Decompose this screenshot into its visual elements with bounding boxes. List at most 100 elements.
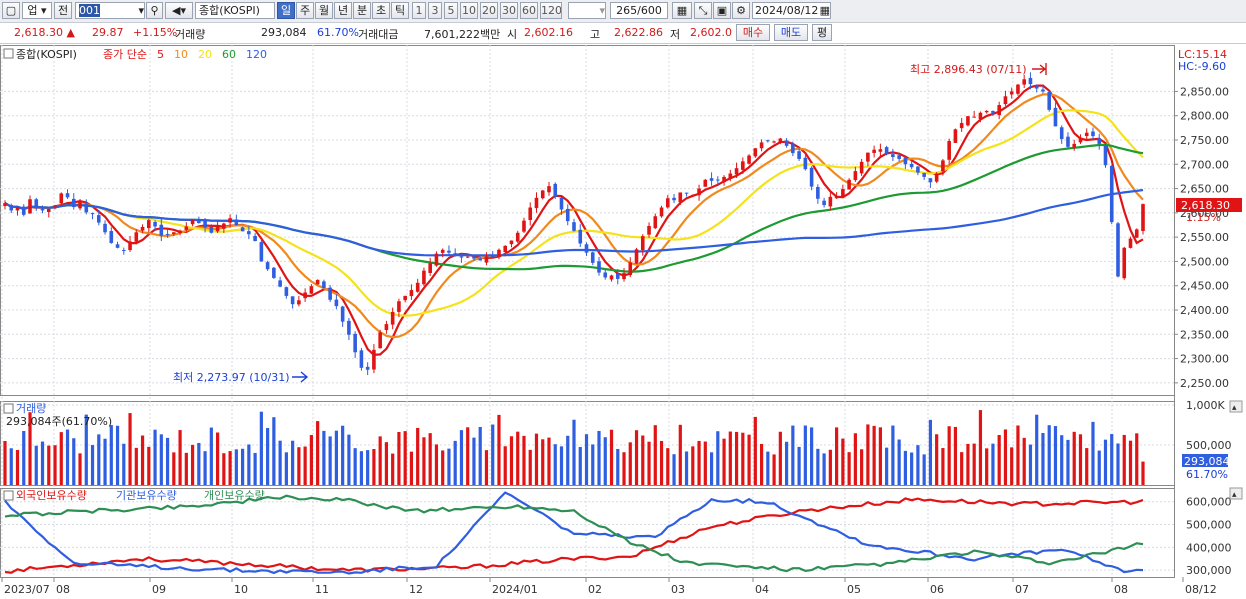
market-select-value: 업: [27, 4, 38, 17]
amount-value: 7,601,222백만: [424, 28, 501, 41]
volume-bar: [316, 421, 320, 485]
period-tab-5[interactable]: 분: [353, 2, 371, 19]
candle-body: [478, 258, 483, 261]
volume-bar: [916, 445, 920, 485]
candle-body: [390, 311, 395, 325]
minute-tab-3[interactable]: 3: [428, 2, 442, 19]
custom-minute-select[interactable]: ▾: [568, 2, 606, 19]
volume-bar: [147, 446, 151, 485]
volume-bar: [941, 448, 945, 485]
candle-body: [153, 221, 157, 227]
candle-body: [340, 306, 345, 322]
volume-bar: [622, 452, 626, 485]
candle-body: [1059, 127, 1064, 140]
chart-background: [0, 45, 1246, 599]
count-input[interactable]: 265/600: [610, 2, 668, 19]
period-tab-6[interactable]: 초: [372, 2, 390, 19]
search-icon[interactable]: ⚲: [146, 2, 163, 19]
candle-body: [59, 193, 64, 204]
candle-body: [34, 199, 39, 208]
candle-body: [365, 366, 370, 370]
candle-body: [1116, 223, 1120, 277]
minute-tab-30[interactable]: 30: [500, 2, 518, 19]
volume-bar: [578, 446, 582, 485]
period-tab-1[interactable]: 일: [277, 2, 295, 19]
stock-chart[interactable]: 종합(KOSPI) 종가 단순 5 10 20 60 120 LC:15.14 HC:-…: [0, 45, 1246, 599]
speaker-icon[interactable]: ◀▾: [165, 2, 193, 19]
minute-tab-20[interactable]: 20: [480, 2, 498, 19]
eval-button[interactable]: 평: [812, 24, 832, 41]
date-tick-label: 10: [234, 583, 248, 596]
low-annotation: 최저 2,273.97 (10/31): [173, 371, 290, 384]
volume-bar: [266, 427, 270, 485]
volume-bar: [309, 435, 313, 485]
date-tick-label: 08: [56, 583, 70, 596]
volume-bar: [1072, 431, 1076, 485]
price-tick-label: 2,750.00: [1180, 134, 1229, 147]
minute-tab-5[interactable]: 5: [444, 2, 458, 19]
volume-bar: [747, 434, 751, 485]
period-tab-4[interactable]: 년: [334, 2, 352, 19]
candle-body: [841, 189, 845, 197]
candle-body: [603, 272, 608, 278]
market-select[interactable]: 업 ▾: [22, 2, 52, 19]
volume-bar: [3, 441, 7, 485]
candle-body: [590, 252, 595, 263]
period-tab-3[interactable]: 월: [315, 2, 333, 19]
date-tick-label: 07: [1015, 583, 1029, 596]
volume-collapse-button[interactable]: [1229, 400, 1243, 413]
resize-icon[interactable]: ⤡: [694, 2, 712, 19]
volume-bar: [372, 449, 376, 485]
ma-legend: 5 10 20 60 120: [157, 48, 267, 61]
volume-bar: [190, 444, 195, 485]
ma-line-120: [4, 188, 1144, 257]
holding-axis: 600,000 500,000 400,000 300,000: [1186, 496, 1232, 577]
volume-bar: [935, 434, 939, 485]
volume-bar: [953, 426, 958, 485]
minute-tab-1[interactable]: 1: [412, 2, 426, 19]
volume-bar: [772, 454, 776, 485]
candle-body: [647, 225, 651, 235]
volume-bar: [559, 446, 564, 485]
minute-tab-10[interactable]: 10: [460, 2, 478, 19]
date-input[interactable]: 2024/08/12 ▦: [752, 2, 831, 19]
candle-body: [1009, 91, 1014, 95]
volume-bar: [341, 425, 345, 485]
code-input[interactable]: 001 ▾: [75, 2, 145, 19]
ma-legend-20: 20: [198, 48, 212, 61]
candle-body: [966, 116, 970, 126]
volume-bar: [497, 414, 501, 485]
period-tab-7[interactable]: 틱: [391, 2, 409, 19]
candle-body: [866, 152, 870, 162]
volume-bar: [15, 449, 20, 485]
current-price: 2,618.30 ▲: [14, 26, 75, 39]
window-icon[interactable]: ▢: [2, 2, 20, 19]
candle-body: [828, 196, 833, 207]
gear-icon[interactable]: ⚙: [732, 2, 750, 19]
prev-button[interactable]: 전: [54, 2, 72, 19]
volume-bar: [684, 451, 689, 485]
candle-body: [803, 157, 808, 170]
sell-button[interactable]: 매도: [774, 24, 808, 41]
candle-body: [565, 208, 570, 222]
candle-body: [472, 256, 476, 259]
volume-bar: [28, 412, 32, 485]
candle-body: [1072, 143, 1077, 148]
volume-bar: [572, 419, 576, 485]
candle-body: [916, 166, 920, 173]
candle-body: [709, 178, 714, 181]
volume-bar: [472, 437, 476, 485]
minute-tab-60[interactable]: 60: [520, 2, 538, 19]
candle-body: [328, 287, 332, 300]
volume-bar: [841, 438, 845, 485]
period-tab-2[interactable]: 주: [296, 2, 314, 19]
save-icon[interactable]: ▣: [713, 2, 731, 19]
volume-bar: [1047, 425, 1051, 485]
buy-button[interactable]: 매수: [736, 24, 770, 41]
candle-body: [503, 245, 508, 253]
candle-body: [797, 151, 801, 159]
holding-collapse-button[interactable]: [1229, 487, 1243, 500]
minute-tab-120[interactable]: 120: [540, 2, 562, 19]
grid-icon[interactable]: ▦: [672, 2, 692, 19]
candle-body: [1034, 85, 1039, 89]
